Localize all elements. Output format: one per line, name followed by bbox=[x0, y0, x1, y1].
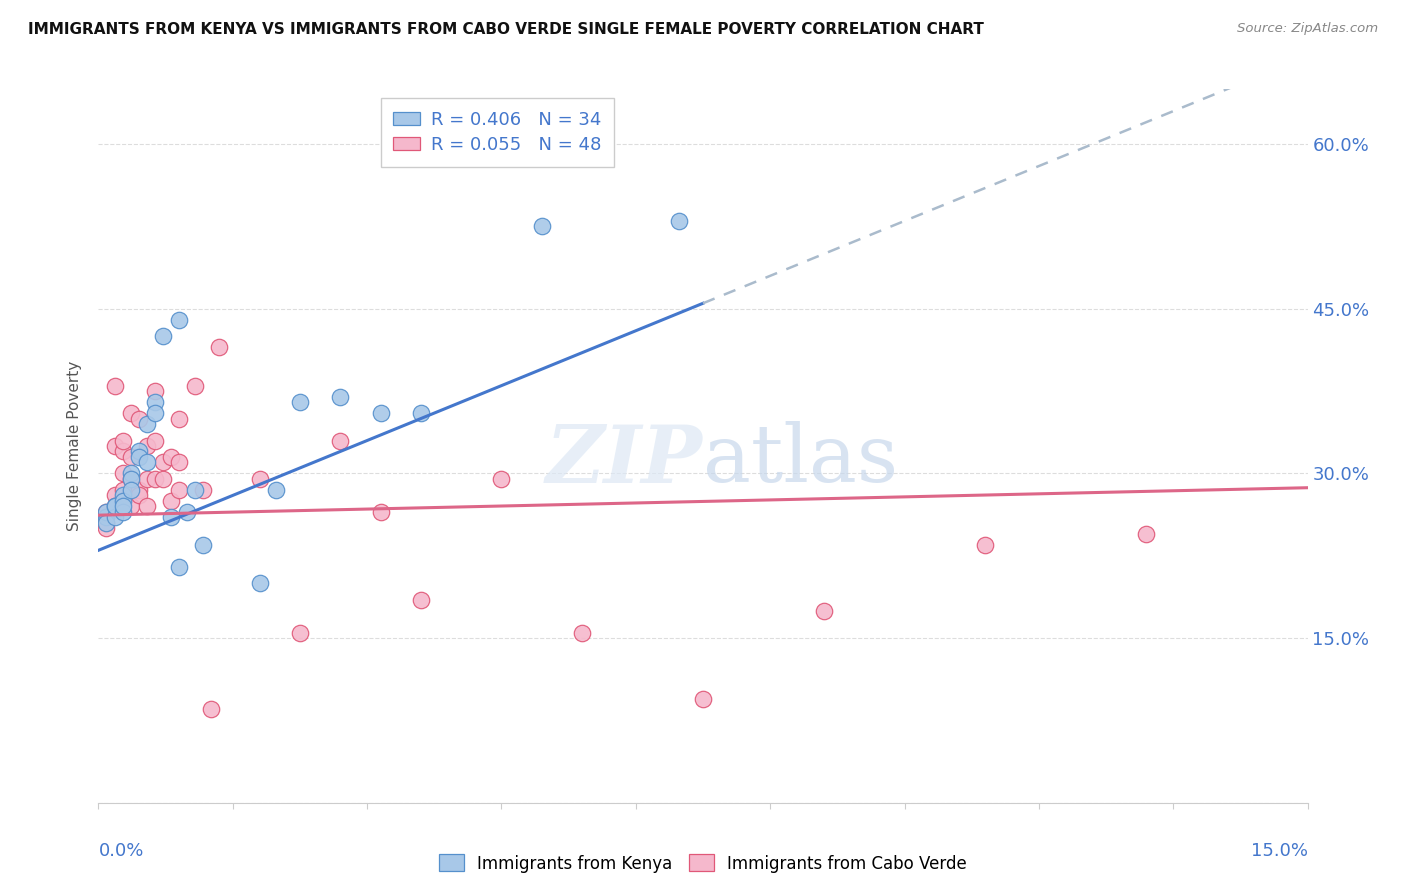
Point bbox=[143, 472, 166, 486]
Point bbox=[111, 444, 134, 458]
Point bbox=[135, 417, 157, 431]
Point bbox=[143, 384, 166, 398]
Point bbox=[103, 439, 125, 453]
Point bbox=[184, 378, 207, 392]
Point bbox=[409, 592, 432, 607]
Point bbox=[120, 500, 142, 514]
Point bbox=[111, 500, 134, 514]
Point bbox=[329, 390, 352, 404]
Point bbox=[1135, 526, 1157, 541]
Point bbox=[120, 472, 142, 486]
Point bbox=[120, 467, 142, 481]
Point bbox=[288, 625, 311, 640]
Point bbox=[103, 510, 125, 524]
Point bbox=[111, 494, 134, 508]
Point bbox=[264, 483, 287, 497]
Point bbox=[491, 472, 513, 486]
Point bbox=[96, 521, 118, 535]
Point bbox=[96, 505, 118, 519]
Point bbox=[167, 411, 190, 425]
Point bbox=[103, 500, 125, 514]
Point bbox=[167, 559, 190, 574]
Text: IMMIGRANTS FROM KENYA VS IMMIGRANTS FROM CABO VERDE SINGLE FEMALE POVERTY CORREL: IMMIGRANTS FROM KENYA VS IMMIGRANTS FROM… bbox=[28, 22, 984, 37]
Text: Source: ZipAtlas.com: Source: ZipAtlas.com bbox=[1237, 22, 1378, 36]
Point bbox=[111, 505, 134, 519]
Point bbox=[249, 576, 271, 591]
Point bbox=[143, 395, 166, 409]
Point bbox=[103, 500, 125, 514]
Point bbox=[160, 494, 183, 508]
Point bbox=[120, 450, 142, 464]
Point bbox=[128, 444, 150, 458]
Point bbox=[167, 483, 190, 497]
Point bbox=[152, 455, 174, 469]
Point bbox=[96, 505, 118, 519]
Point bbox=[103, 378, 125, 392]
Point bbox=[120, 483, 142, 497]
Point bbox=[128, 488, 150, 502]
Legend: R = 0.406   N = 34, R = 0.055   N = 48: R = 0.406 N = 34, R = 0.055 N = 48 bbox=[381, 98, 614, 167]
Point bbox=[692, 691, 714, 706]
Point bbox=[103, 500, 125, 514]
Point bbox=[160, 510, 183, 524]
Point bbox=[128, 450, 150, 464]
Point bbox=[111, 483, 134, 497]
Point bbox=[249, 472, 271, 486]
Point bbox=[167, 455, 190, 469]
Point bbox=[571, 625, 593, 640]
Point bbox=[409, 406, 432, 420]
Point bbox=[111, 467, 134, 481]
Point bbox=[135, 439, 157, 453]
Point bbox=[160, 450, 183, 464]
Point bbox=[668, 214, 690, 228]
Point bbox=[370, 406, 392, 420]
Point bbox=[96, 516, 118, 530]
Point bbox=[143, 406, 166, 420]
Y-axis label: Single Female Poverty: Single Female Poverty bbox=[67, 361, 83, 531]
Point bbox=[120, 472, 142, 486]
Point bbox=[200, 702, 222, 716]
Point bbox=[329, 434, 352, 448]
Point bbox=[128, 411, 150, 425]
Text: ZIP: ZIP bbox=[546, 422, 703, 499]
Point bbox=[167, 312, 190, 326]
Point bbox=[111, 434, 134, 448]
Point bbox=[152, 472, 174, 486]
Point bbox=[96, 516, 118, 530]
Point bbox=[143, 434, 166, 448]
Point bbox=[135, 472, 157, 486]
Point bbox=[193, 538, 215, 552]
Text: atlas: atlas bbox=[703, 421, 898, 500]
Point bbox=[96, 510, 118, 524]
Point bbox=[184, 483, 207, 497]
Point bbox=[135, 500, 157, 514]
Point bbox=[103, 488, 125, 502]
Point bbox=[135, 455, 157, 469]
Point bbox=[111, 494, 134, 508]
Point bbox=[120, 406, 142, 420]
Point bbox=[176, 505, 198, 519]
Point bbox=[208, 340, 231, 354]
Point bbox=[813, 604, 835, 618]
Legend: Immigrants from Kenya, Immigrants from Cabo Verde: Immigrants from Kenya, Immigrants from C… bbox=[432, 847, 974, 880]
Point bbox=[152, 329, 174, 343]
Point bbox=[288, 395, 311, 409]
Point bbox=[530, 219, 553, 234]
Text: 0.0%: 0.0% bbox=[98, 842, 143, 860]
Point bbox=[111, 488, 134, 502]
Text: 15.0%: 15.0% bbox=[1250, 842, 1308, 860]
Point bbox=[370, 505, 392, 519]
Point bbox=[193, 483, 215, 497]
Point bbox=[96, 510, 118, 524]
Point bbox=[974, 538, 997, 552]
Point bbox=[128, 483, 150, 497]
